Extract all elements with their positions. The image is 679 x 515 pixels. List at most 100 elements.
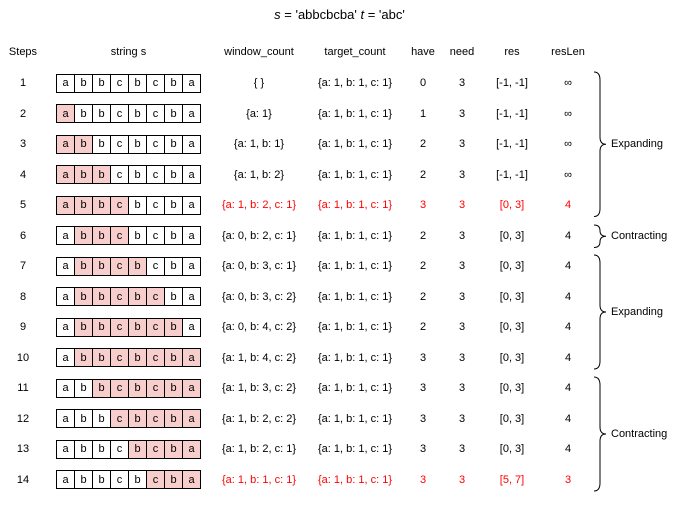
char-cell: b	[92, 73, 111, 93]
char-cell: c	[110, 104, 129, 124]
char-cell: b	[164, 226, 183, 246]
char-cell-highlighted: b	[92, 287, 111, 307]
step-row-12: 12 a b b c b c b a {a: 1, b: 2, c: 2} {a: 1, b: 1,…	[0, 404, 679, 435]
step-number: 7	[19, 260, 27, 273]
char-cell-highlighted: b	[164, 470, 183, 490]
step-row-9: 9 a b b c b c b a {a: 0, b: 4, c: 2} {a: 1, b: 1, …	[0, 312, 679, 343]
target-count-value: {a: 1, b: 1, c: 1}	[318, 321, 392, 334]
step-row-11: 11 a b b c b c b a {a: 1, b: 3, c: 2} {a: 1, b: 1,…	[0, 373, 679, 404]
char-cell: c	[146, 73, 165, 93]
char-cell: b	[92, 134, 111, 154]
step-row-4: 4 a b b c b c b a {a: 1, b: 2} {a: 1, b: 1, c: 1} 2…	[0, 160, 679, 191]
res-value: [-1, -1]	[496, 107, 528, 120]
curly-brace-icon	[593, 224, 607, 248]
step-number: 11	[17, 382, 29, 395]
have-value: 3	[419, 443, 427, 456]
step-row-13: 13 a b b c b c b a {a: 1, b: 2, c: 1} {a: 1, b: 1,…	[0, 434, 679, 465]
res-value: [0, 3]	[499, 321, 525, 334]
need-value: 3	[458, 229, 466, 242]
reslen-value: ∞	[564, 168, 572, 181]
have-value: 2	[419, 260, 427, 273]
char-cell: a	[56, 439, 75, 459]
char-cell: a	[56, 348, 75, 368]
header-need: need	[449, 46, 475, 58]
char-cell-highlighted: c	[146, 470, 165, 490]
char-cell-highlighted: a	[182, 409, 201, 429]
char-cell: a	[182, 165, 201, 185]
reslen-value: 4	[564, 412, 572, 425]
window-count-value: {a: 0, b: 2, c: 1}	[222, 229, 296, 242]
reslen-value: 4	[564, 290, 572, 303]
res-value: [0, 3]	[499, 351, 525, 364]
reslen-value: ∞	[564, 138, 572, 151]
char-cell-highlighted: c	[110, 348, 129, 368]
phase-label: Expanding	[611, 138, 663, 151]
char-cell-highlighted: b	[164, 317, 183, 337]
char-cell: b	[164, 134, 183, 154]
window-count-value: {a: 1, b: 2, c: 1}	[222, 199, 296, 212]
var-s: s	[274, 7, 281, 22]
reslen-value: ∞	[564, 107, 572, 120]
have-value: 2	[419, 168, 427, 181]
curly-brace-icon	[593, 71, 607, 217]
char-cell-highlighted: a	[56, 195, 75, 215]
char-cell: b	[128, 226, 147, 246]
step-number: 4	[19, 168, 27, 181]
curly-brace-icon	[593, 376, 607, 492]
char-cell-highlighted: b	[128, 256, 147, 276]
char-cell-highlighted: b	[128, 287, 147, 307]
char-cell-highlighted: a	[56, 134, 75, 154]
step-number: 2	[19, 107, 27, 120]
step-row-8: 8 a b b c b c b a {a: 0, b: 3, c: 2} {a: 1, b: 1, …	[0, 282, 679, 313]
char-cell-highlighted: c	[146, 409, 165, 429]
char-cell: b	[92, 409, 111, 429]
var-t: t	[360, 7, 365, 22]
phase-group-contracting-3: Contracting	[593, 376, 667, 492]
window-count-value: {a: 0, b: 3, c: 2}	[222, 290, 296, 303]
char-cell: b	[164, 195, 183, 215]
step-number: 12	[16, 412, 30, 425]
reslen-value: 4	[564, 382, 572, 395]
step-row-2: 2 a b b c b c b a {a: 1} {a: 1, b: 1, c: 1} 1 3 [-1, …	[0, 99, 679, 130]
char-cell: a	[56, 378, 75, 398]
window-count-value: {a: 1, b: 2, c: 1}	[222, 443, 296, 456]
header-res: res	[504, 46, 520, 58]
target-count-value: {a: 1, b: 1, c: 1}	[318, 107, 392, 120]
char-cell: b	[164, 104, 183, 124]
char-cell: b	[74, 439, 93, 459]
char-cell-highlighted: a	[56, 165, 75, 185]
res-value: [0, 3]	[499, 412, 525, 425]
step-number: 9	[19, 321, 27, 334]
step-row-1: 1 a b b c b c b a{ } {a: 1, b: 1, c: 1} 0 3 [-1, -1]…	[0, 68, 679, 99]
char-cell: a	[182, 256, 201, 276]
step-row-10: 10 a b b c b c b a {a: 1, b: 4, c: 2} {a: 1, b: 1,…	[0, 343, 679, 374]
target-count-value: {a: 1, b: 1, c: 1}	[318, 351, 392, 364]
target-count-value: {a: 1, b: 1, c: 1}	[318, 229, 392, 242]
res-value: [0, 3]	[499, 290, 525, 303]
char-cell: b	[164, 165, 183, 185]
step-number: 13	[16, 443, 30, 456]
step-number: 3	[19, 138, 27, 151]
char-cell: b	[128, 104, 147, 124]
char-cell: c	[146, 165, 165, 185]
char-cell: c	[146, 226, 165, 246]
char-cell: b	[164, 256, 183, 276]
need-value: 3	[458, 443, 466, 456]
char-cell: c	[110, 134, 129, 154]
window-count-value: {a: 1, b: 2}	[233, 168, 285, 181]
char-cell-highlighted: a	[182, 378, 201, 398]
phase-label: Expanding	[611, 306, 663, 318]
have-value: 3	[419, 199, 427, 212]
step-row-7: 7 a b b c b c b a {a: 0, b: 3, c: 1} {a: 1, b: 1, …	[0, 251, 679, 282]
